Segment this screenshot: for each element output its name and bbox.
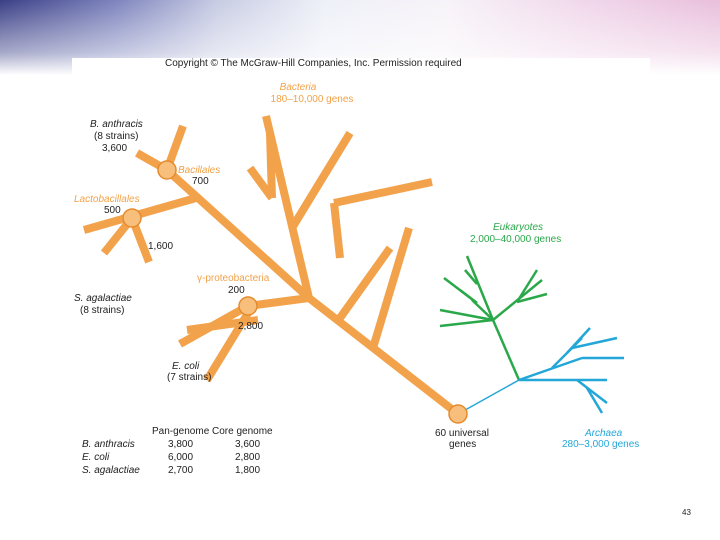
archaea-branches [457, 327, 624, 415]
table-row-3-core: 1,800 [235, 465, 260, 476]
bacteria-twig-4 [330, 202, 344, 259]
lactobacillales-label: Lactobacillales [74, 194, 140, 205]
root-to-euk-archaea [457, 379, 520, 415]
euk-twig-f [515, 269, 539, 303]
tree-svg: Copyright © The McGraw-Hill Companies, I… [74, 58, 639, 476]
archaea-twig-a [566, 327, 591, 354]
universal-root-node [448, 404, 468, 424]
lactobacillales-node [122, 208, 142, 228]
table-row-1-pan: 3,800 [168, 439, 193, 450]
eukaryotes-label: Eukaryotes [493, 222, 543, 233]
bacteria-branches [82, 115, 461, 418]
table-row-2-pan: 6,000 [168, 452, 193, 463]
eukaryote-branches [439, 255, 548, 381]
table-header-core: Core genome [212, 426, 273, 437]
table-row-2-organism: E. coli [82, 452, 110, 463]
archaea-twig-f [585, 387, 604, 414]
bacteria-twig-2 [246, 165, 276, 201]
genome-table: Pan-genome Core genome B. anthracis 3,80… [82, 426, 273, 476]
anthracis-value-label: 3,600 [102, 143, 127, 154]
euk-twig-g [516, 292, 548, 304]
ecoli-branch [203, 310, 252, 383]
gamma-value-label: 200 [228, 285, 245, 296]
bacteria-genes-label: 180–10,000 genes [271, 94, 354, 105]
bacillales-label: Bacillales [178, 165, 220, 176]
table-row-2-core: 2,800 [235, 452, 260, 463]
table-row-1-core: 3,600 [235, 439, 260, 450]
bacteria-twig-6 [369, 226, 413, 350]
ecoli-value-label: 2,800 [238, 321, 263, 332]
ecoli-label: E. coli [172, 361, 200, 372]
euk-twig-e [439, 318, 494, 328]
gamma-node [238, 296, 258, 316]
table-row-1-organism: B. anthracis [82, 439, 135, 450]
euk-top [465, 255, 495, 321]
tree-nodes [122, 160, 468, 424]
eukaryotes-genes-label: 2,000–40,000 genes [470, 234, 561, 245]
archaea-twig-d [576, 379, 608, 404]
bacteria-twig-3 [288, 130, 354, 231]
agalactiae-label: S. agalactiae [74, 293, 132, 304]
gamma-branch [247, 294, 310, 310]
bacteria-twig-7 [336, 245, 394, 321]
archaea-twig-b [571, 336, 618, 350]
anthracis-strains-label: (8 strains) [94, 131, 138, 142]
universal-genes-label-1: 60 universal [435, 428, 489, 439]
bacteria-twig-5 [333, 178, 433, 207]
lactobacillales-value-label: 500 [104, 205, 121, 216]
anthracis-label: B. anthracis [90, 119, 143, 130]
gamma-label: γ-proteobacteria [197, 273, 270, 284]
ecoli-strains-label: (7 strains) [167, 372, 211, 383]
copyright-text: Copyright © The McGraw-Hill Companies, I… [165, 58, 462, 69]
bacillales-value-label: 700 [192, 176, 209, 187]
bacteria-label: Bacteria [280, 82, 317, 93]
euk-twig-a [464, 269, 478, 285]
euk-twig-c [459, 289, 478, 304]
archaea-main [518, 356, 583, 382]
archaea-label: Archaea [584, 428, 623, 439]
archaea-genes-label: 280–3,000 genes [562, 439, 639, 450]
agalactiae-strains-label: (8 strains) [80, 305, 124, 316]
bacillales-branch [164, 167, 312, 301]
bacteria-twig-1 [266, 132, 276, 199]
bacillales-node [157, 160, 177, 180]
table-row-3-pan: 2,700 [168, 465, 193, 476]
phylogenetic-tree-figure: Copyright © The McGraw-Hill Companies, I… [72, 58, 650, 490]
trunk-branch [306, 294, 461, 418]
euk-main [491, 319, 521, 381]
slide-number: 43 [682, 508, 691, 517]
table-row-3-organism: S. agalactiae [82, 465, 140, 476]
universal-genes-label-2: genes [449, 439, 476, 450]
euk-twig-d [439, 308, 494, 322]
table-header-pan: Pan-genome [152, 426, 210, 437]
agalactiae-value-label: 1,600 [148, 241, 173, 252]
